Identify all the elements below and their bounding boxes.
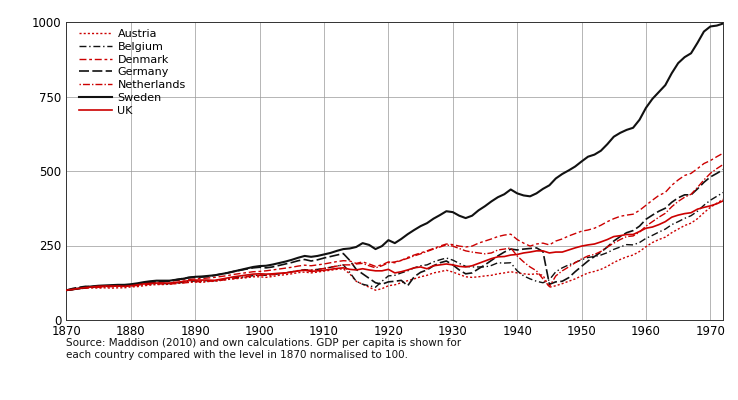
- Legend: Austria, Belgium, Denmark, Germany, Netherlands, Sweden, UK: Austria, Belgium, Denmark, Germany, Neth…: [78, 29, 186, 116]
- Text: Source: Maddison (2010) and own calculations. GDP per capita is shown for
each c: Source: Maddison (2010) and own calculat…: [66, 338, 461, 360]
